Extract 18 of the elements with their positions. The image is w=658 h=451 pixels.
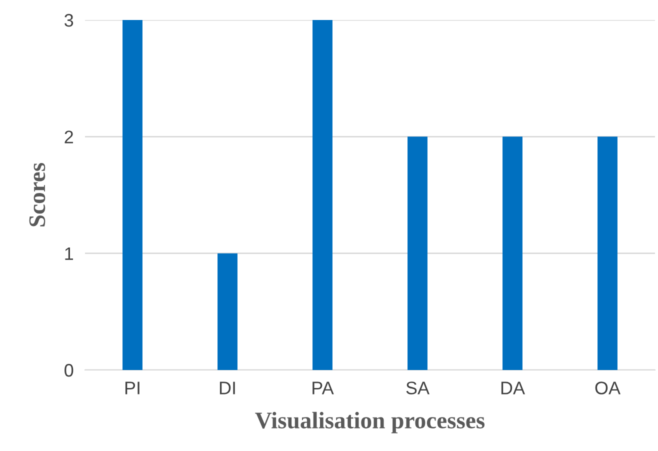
bar <box>122 20 142 370</box>
x-tick-label: DI <box>220 382 235 394</box>
x-tick-label: PI <box>125 382 140 394</box>
x-tick-label: DA <box>501 382 526 394</box>
y-tick-label: 1 <box>65 247 74 260</box>
y-tick-label: 3 <box>64 14 74 27</box>
bar <box>598 136 618 370</box>
x-tick-label: OA <box>595 382 621 394</box>
y-axis-title: Scores <box>29 163 46 226</box>
x-tick-label: SA <box>406 382 430 394</box>
bar <box>502 136 522 370</box>
y-tick-label: 2 <box>64 130 73 144</box>
y-tick-label: 0 <box>64 364 74 377</box>
x-axis-title: Visualisation processes <box>255 412 485 434</box>
bar <box>218 253 238 370</box>
bar <box>312 20 332 370</box>
x-tick-label: PA <box>312 382 334 394</box>
bar <box>408 136 428 370</box>
